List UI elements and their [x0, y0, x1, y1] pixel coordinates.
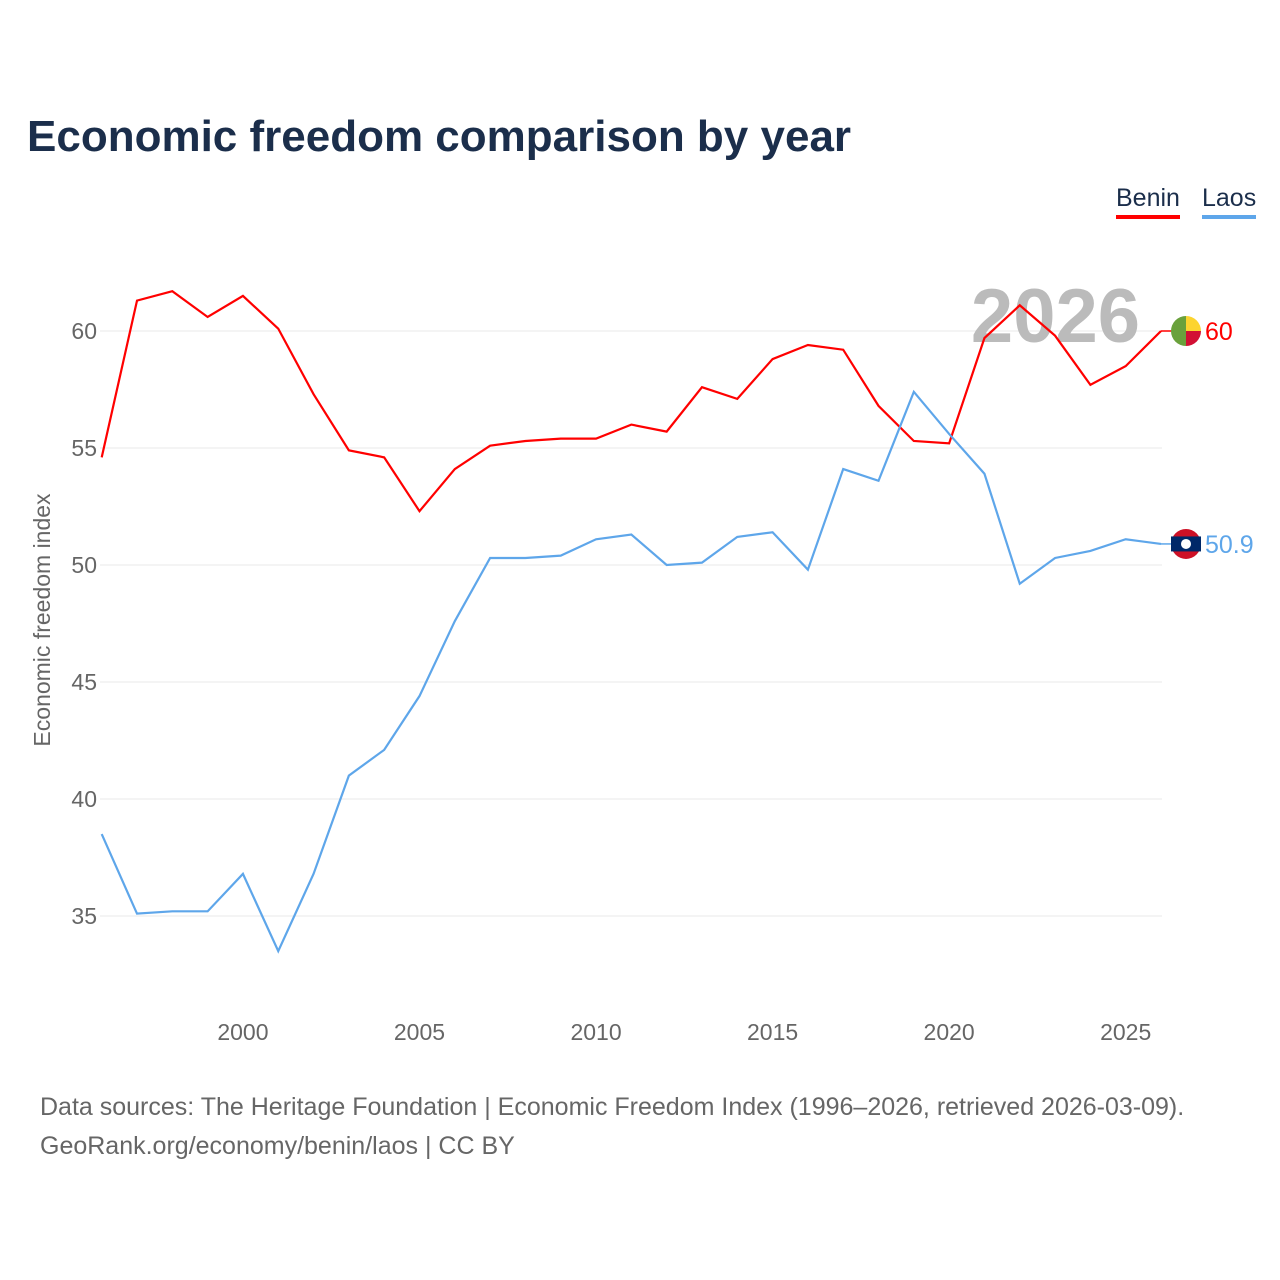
- y-tick-label: 55: [71, 435, 97, 461]
- y-tick-label: 60: [71, 318, 97, 344]
- x-tick-label: 2005: [394, 1019, 445, 1045]
- legend-laos[interactable]: Laos: [1202, 184, 1257, 219]
- benin-flag-red: [1186, 331, 1201, 346]
- source-line-1: Data sources: The Heritage Foundation | …: [40, 1093, 1185, 1121]
- y-tick-label: 50: [71, 552, 97, 578]
- laos-flag-disc: [1181, 538, 1191, 549]
- y-axis-label: Economic freedom index: [29, 493, 55, 747]
- source-line-2: GeoRank.org/economy/benin/laos | CC BY: [40, 1132, 515, 1160]
- series-line-laos: [100, 389, 1162, 954]
- y-tick-label: 45: [71, 669, 97, 695]
- x-tick-label: 2000: [217, 1019, 268, 1045]
- series-line-benin: [100, 290, 1162, 514]
- legend-benin[interactable]: Benin: [1116, 184, 1180, 219]
- benin-flag-icon: [1171, 316, 1186, 346]
- y-tick-label: 35: [71, 903, 97, 929]
- end-value-label: 50.9: [1205, 531, 1254, 559]
- y-tick-label: 40: [71, 786, 97, 812]
- x-tick-label: 2025: [1100, 1019, 1151, 1045]
- x-tick-label: 2010: [570, 1019, 621, 1045]
- end-value-label: 60: [1205, 318, 1233, 346]
- year-watermark: 2026: [971, 274, 1140, 359]
- source-note: Data sources: The Heritage Foundation | …: [40, 1088, 1184, 1166]
- x-tick-label: 2015: [747, 1019, 798, 1045]
- chart-title: Economic freedom comparison by year: [27, 112, 852, 161]
- benin-flag-yellow: [1186, 316, 1201, 331]
- x-tick-label: 2020: [924, 1019, 975, 1045]
